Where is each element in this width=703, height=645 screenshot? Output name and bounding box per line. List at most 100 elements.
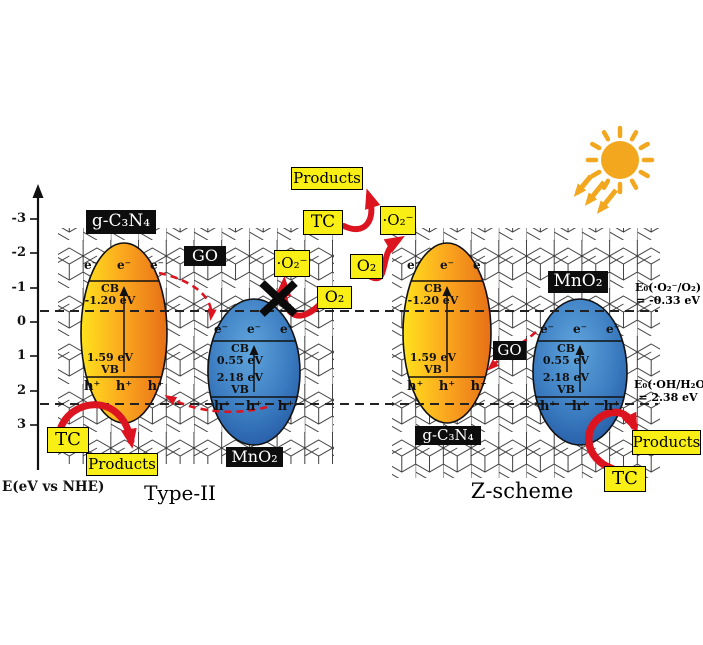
axis-tick: 3	[16, 417, 26, 432]
axis-tick: -3	[11, 211, 26, 226]
label-go-zscheme: GO	[493, 341, 526, 360]
annotation-oh-potential: E₀(·OH/H₂O) = 2.38 eV	[634, 378, 703, 404]
electron-symbol: e⁻	[473, 258, 487, 272]
label-mno2-type2: MnO₂	[226, 447, 283, 467]
label-go-type2: GO	[184, 246, 226, 266]
electron-symbol: e⁻	[280, 322, 294, 336]
label-gc3n4-zscheme: g-C₃N₄	[415, 426, 481, 445]
electron-row: e⁻ e⁻ e⁻	[407, 258, 487, 272]
semiconductor-gc3n4-zscheme	[402, 242, 492, 424]
cb-label-block: CB 0.55 eV	[212, 343, 268, 367]
hole-symbol: h⁺	[438, 379, 456, 394]
axis-tick: 2	[16, 383, 26, 398]
cb-label-block: CB -1.20 eV	[82, 283, 138, 307]
label-products-bottom-left: Products	[86, 453, 158, 476]
hole-symbol: h⁺	[470, 379, 487, 394]
vb-text: VB	[101, 362, 119, 376]
semiconductor-mno2-type2	[207, 298, 301, 446]
axis-tick: -2	[11, 245, 26, 260]
sun-icon	[573, 125, 655, 214]
vb-energy: 2.18 eV	[542, 371, 590, 384]
hole-symbol: h⁺	[84, 379, 101, 394]
hole-symbol: h⁺	[214, 399, 231, 414]
vb-text: VB	[557, 382, 575, 396]
axis-tick: -1	[11, 280, 26, 295]
hole-symbol: h⁺	[540, 399, 557, 414]
vb-energy: 1.59 eV	[409, 351, 457, 364]
electron-symbol: e⁻	[117, 258, 131, 272]
annotation-o2-potential: E₀(·O₂⁻/O₂) = -0.33 eV	[634, 281, 702, 307]
vb-energy: 2.18 eV	[216, 371, 264, 384]
hole-symbol: h⁺	[147, 379, 164, 394]
cb-text: CB	[423, 282, 443, 295]
label-o2-type2: O₂	[317, 286, 352, 309]
cb-text: CB	[230, 342, 250, 355]
cb-energy: -1.20 eV	[84, 293, 136, 307]
vb-label-block: 1.59 eV VB	[405, 352, 461, 376]
cb-text: CB	[100, 282, 120, 295]
electron-symbol: e⁻	[573, 322, 587, 336]
oh-potential-couple: E₀(·OH/H₂O)	[634, 378, 703, 391]
axis-label: E(eV vs NHE)	[2, 479, 105, 495]
vb-label-block: 1.59 eV VB	[82, 352, 138, 376]
electron-symbol: e⁻	[540, 322, 554, 336]
axis-tick: 0	[16, 314, 26, 329]
hole-symbol: h⁺	[277, 399, 294, 414]
hole-symbol: h⁺	[115, 379, 133, 394]
cb-energy: 0.55 eV	[542, 353, 590, 367]
electron-row: e⁻ e⁻ e⁻	[540, 322, 620, 336]
label-tc-bottom-left: TC	[47, 427, 89, 453]
label-o2-zscheme: O₂	[350, 254, 383, 279]
electron-row: e⁻ e⁻ e⁻	[214, 322, 294, 336]
oh-potential-value: = 2.38 eV	[638, 390, 698, 404]
electron-symbol: e⁻	[214, 322, 228, 336]
vb-label-block: 2.18 eV VB	[212, 372, 268, 396]
vb-energy: 1.59 eV	[86, 351, 134, 364]
o2-potential-couple: E₀(·O₂⁻/O₂)	[634, 281, 702, 294]
cb-text: CB	[556, 342, 576, 355]
semiconductor-mno2-zscheme	[532, 298, 628, 446]
hole-symbol: h⁺	[571, 399, 589, 414]
arrow-tc-to-products-top	[341, 188, 381, 233]
electron-symbol: e⁻	[150, 258, 164, 272]
arrow-tc-to-products-type2	[56, 401, 137, 449]
label-tc-top: TC	[303, 210, 343, 235]
label-superoxide-type2: ·O₂⁻	[274, 250, 310, 277]
vb-text: VB	[424, 362, 442, 376]
label-products-bottom-right: Products	[632, 430, 701, 455]
axis-tick: 1	[16, 348, 26, 363]
title-type2: Type-II	[144, 480, 216, 505]
label-tc-bottom-right: TC	[604, 466, 646, 492]
light-ray-arrows	[573, 174, 618, 214]
label-superoxide-top: ·O₂⁻	[380, 206, 416, 235]
hole-row: h⁺ h⁺ h⁺	[540, 399, 620, 414]
vb-label-block: 2.18 eV VB	[538, 372, 594, 396]
o2-potential-value: = -0.33 eV	[636, 293, 700, 307]
cb-energy: 0.55 eV	[216, 353, 264, 367]
label-products-top: Products	[291, 167, 363, 190]
arrow-tc-to-products-zscheme	[585, 408, 638, 473]
energy-axis	[30, 184, 44, 470]
electron-symbol: e⁻	[440, 258, 454, 272]
forbidden-x-icon	[259, 280, 298, 317]
electron-symbol: e⁻	[84, 258, 98, 272]
hole-symbol: h⁺	[603, 399, 620, 414]
hole-symbol: h⁺	[407, 379, 424, 394]
electron-row: e⁻ e⁻ e⁻	[84, 258, 164, 272]
hole-row: h⁺ h⁺ h⁺	[84, 379, 164, 394]
arrow-hole-transfer-type2	[164, 395, 268, 414]
electron-symbol: e⁻	[407, 258, 421, 272]
cb-energy: -1.20 eV	[407, 293, 459, 307]
vb-text: VB	[231, 382, 249, 396]
cb-label-block: CB 0.55 eV	[538, 343, 594, 367]
electron-symbol: e⁻	[247, 322, 261, 336]
hole-row: h⁺ h⁺ h⁺	[214, 399, 294, 414]
cb-label-block: CB -1.20 eV	[405, 283, 461, 307]
electron-symbol: e⁻	[606, 322, 620, 336]
label-gc3n4-type2: g-C₃N₄	[86, 210, 156, 234]
axis-arrowhead	[32, 184, 44, 198]
title-zscheme: Z-scheme	[470, 478, 574, 503]
hole-symbol: h⁺	[245, 399, 263, 414]
hole-row: h⁺ h⁺ h⁺	[407, 379, 487, 394]
